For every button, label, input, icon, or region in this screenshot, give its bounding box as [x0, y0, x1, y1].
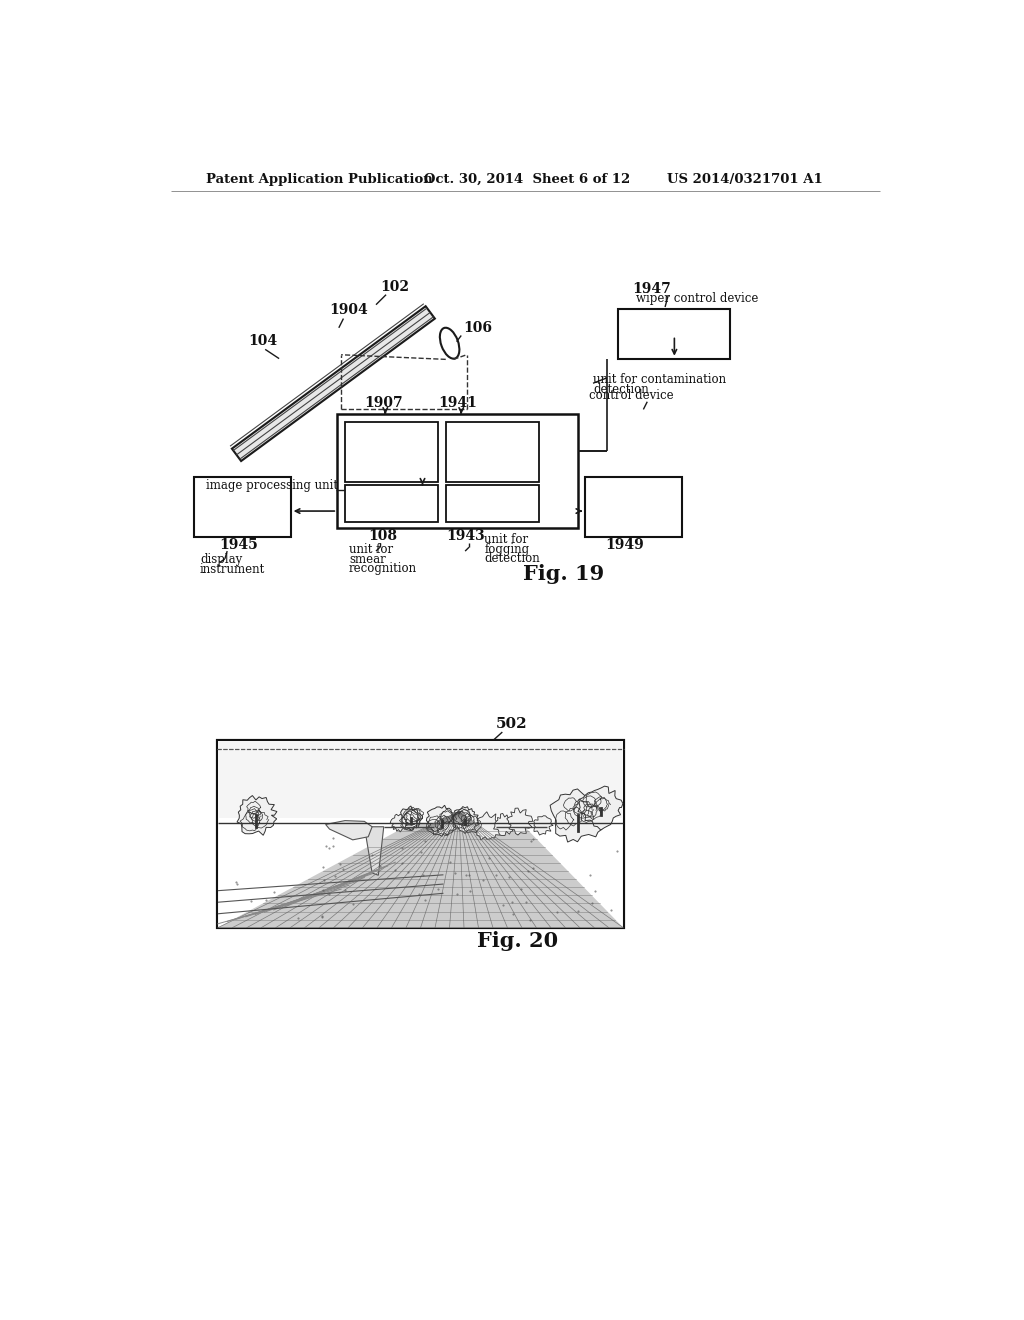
Text: Oct. 30, 2014  Sheet 6 of 12: Oct. 30, 2014 Sheet 6 of 12 [424, 173, 631, 186]
Polygon shape [218, 822, 624, 928]
Bar [445, 484, 539, 521]
Text: recognition: recognition [349, 562, 417, 576]
Text: 104: 104 [248, 334, 278, 347]
Text: unit for contamination: unit for contamination [593, 374, 726, 387]
Text: Fig. 19: Fig. 19 [523, 564, 604, 583]
Text: 1941: 1941 [438, 396, 477, 411]
Polygon shape [578, 787, 623, 830]
Text: Fig. 20: Fig. 20 [477, 931, 558, 950]
Polygon shape [474, 812, 502, 840]
Polygon shape [390, 814, 409, 832]
Text: detection: detection [484, 552, 541, 565]
Text: 1943: 1943 [445, 529, 484, 544]
Text: instrument: instrument [200, 562, 265, 576]
Text: unit for: unit for [484, 533, 528, 546]
Bar [217, 739, 624, 928]
Bar [194, 478, 291, 537]
Text: 502: 502 [496, 717, 527, 731]
Polygon shape [231, 306, 435, 461]
Bar [337, 414, 578, 528]
Bar [617, 309, 730, 359]
Bar [218, 741, 624, 928]
Text: US 2014/0321701 A1: US 2014/0321701 A1 [667, 173, 822, 186]
Ellipse shape [440, 327, 460, 359]
Text: wiper control device: wiper control device [636, 293, 758, 305]
Text: image processing unit: image processing unit [206, 479, 338, 492]
Text: smear: smear [349, 553, 386, 566]
Bar [345, 484, 438, 521]
Polygon shape [550, 789, 603, 842]
Polygon shape [452, 807, 479, 833]
Polygon shape [399, 807, 423, 830]
Polygon shape [494, 813, 515, 836]
Text: 1949: 1949 [605, 537, 644, 552]
Polygon shape [534, 816, 553, 836]
Bar [217, 739, 624, 928]
Polygon shape [365, 826, 384, 875]
Text: 106: 106 [463, 321, 492, 335]
Text: 1947: 1947 [632, 282, 671, 296]
Text: control device: control device [589, 388, 674, 401]
Bar [218, 741, 624, 817]
Text: unit for: unit for [349, 544, 393, 557]
Text: detection: detection [593, 383, 649, 396]
Polygon shape [426, 805, 457, 837]
Bar [445, 422, 539, 482]
Text: 1907: 1907 [365, 396, 403, 411]
Polygon shape [237, 796, 276, 836]
Text: 1945: 1945 [219, 537, 258, 552]
Polygon shape [326, 821, 372, 840]
Text: display: display [200, 553, 243, 566]
Polygon shape [507, 808, 532, 836]
Text: fogging: fogging [484, 543, 529, 556]
Bar [586, 478, 682, 537]
Text: 108: 108 [369, 529, 397, 544]
Text: 1904: 1904 [330, 304, 369, 317]
Bar [345, 422, 438, 482]
Text: Patent Application Publication: Patent Application Publication [206, 173, 432, 186]
Text: 102: 102 [381, 280, 410, 294]
